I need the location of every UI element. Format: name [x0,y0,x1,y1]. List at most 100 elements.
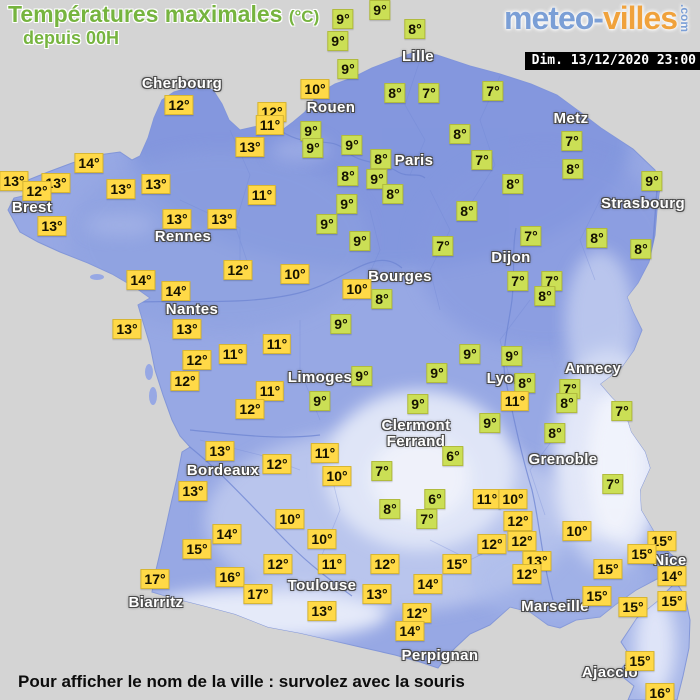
temp-badge[interactable]: 12° [22,181,52,201]
temp-badge[interactable]: 7° [418,83,440,103]
temp-badge[interactable]: 7° [602,474,624,494]
temp-badge[interactable]: 6° [424,489,446,509]
temp-badge[interactable]: 9° [327,31,349,51]
temp-badge[interactable]: 9° [337,59,359,79]
temp-badge[interactable]: 7° [507,271,529,291]
temp-badge[interactable]: 13° [307,601,337,621]
temp-badge[interactable]: 12° [503,511,533,531]
temp-badge[interactable]: 9° [309,391,331,411]
temp-badge[interactable]: 15° [625,651,655,671]
temp-badge[interactable]: 8° [384,83,406,103]
temp-badge[interactable]: 8° [337,166,359,186]
temp-badge[interactable]: 12° [262,454,292,474]
temp-badge[interactable]: 12° [263,554,293,574]
temp-badge[interactable]: 8° [382,184,404,204]
temp-badge[interactable]: 12° [223,260,253,280]
temp-badge[interactable]: 8° [630,239,652,259]
temp-badge[interactable]: 11° [255,115,285,135]
temp-badge[interactable]: 9° [641,171,663,191]
temp-badge[interactable]: 8° [556,393,578,413]
temp-badge[interactable]: 15° [582,586,612,606]
temp-badge[interactable]: 12° [402,603,432,623]
temp-badge[interactable]: 9° [330,314,352,334]
temp-badge[interactable]: 10° [562,521,592,541]
temp-badge[interactable]: 15° [182,539,212,559]
temp-badge[interactable]: 14° [126,270,156,290]
temp-badge[interactable]: 14° [395,621,425,641]
temp-badge[interactable]: 11° [472,489,502,509]
temp-badge[interactable]: 10° [342,279,372,299]
temp-badge[interactable]: 15° [657,591,687,611]
temp-badge[interactable]: 7° [561,131,583,151]
temp-badge[interactable]: 9° [407,394,429,414]
temp-badge[interactable]: 16° [645,683,675,700]
temp-badge[interactable]: 10° [280,264,310,284]
temp-badge[interactable]: 9° [369,0,391,20]
temp-badge[interactable]: 7° [416,509,438,529]
temp-badge[interactable]: 13° [207,209,237,229]
temp-badge[interactable]: 13° [172,319,202,339]
temp-badge[interactable]: 13° [205,441,235,461]
temp-badge[interactable]: 13° [141,174,171,194]
temp-badge[interactable]: 7° [611,401,633,421]
temp-badge[interactable]: 15° [618,597,648,617]
temp-badge[interactable]: 13° [112,319,142,339]
temp-badge[interactable]: 7° [471,150,493,170]
temp-badge[interactable]: 13° [362,584,392,604]
temp-badge[interactable]: 13° [178,481,208,501]
temp-badge[interactable]: 8° [371,289,393,309]
temp-badge[interactable]: 9° [332,9,354,29]
temp-badge[interactable]: 8° [456,201,478,221]
temp-badge[interactable]: 8° [534,286,556,306]
temp-badge[interactable]: 9° [479,413,501,433]
temp-badge[interactable]: 15° [593,559,623,579]
temp-badge[interactable]: 12° [477,534,507,554]
temp-badge[interactable]: 14° [413,574,443,594]
temp-badge[interactable]: 12° [512,564,542,584]
temp-badge[interactable]: 10° [498,489,528,509]
temp-badge[interactable]: 10° [322,466,352,486]
temp-badge[interactable]: 9° [459,344,481,364]
temp-badge[interactable]: 9° [300,121,322,141]
temp-badge[interactable]: 11° [500,391,530,411]
temp-badge[interactable]: 11° [262,334,292,354]
temp-badge[interactable]: 13° [106,179,136,199]
temp-badge[interactable]: 17° [243,584,273,604]
temp-badge[interactable]: 8° [502,174,524,194]
temp-badge[interactable]: 11° [310,443,340,463]
temp-badge[interactable]: 9° [501,346,523,366]
temp-badge[interactable]: 6° [442,446,464,466]
temp-badge[interactable]: 15° [442,554,472,574]
temp-badge[interactable]: 12° [170,371,200,391]
temp-badge[interactable]: 9° [336,194,358,214]
temp-badge[interactable]: 14° [74,153,104,173]
temp-badge[interactable]: 7° [371,461,393,481]
temp-badge[interactable]: 8° [544,423,566,443]
temp-badge[interactable]: 8° [586,228,608,248]
temp-badge[interactable]: 12° [235,399,265,419]
temp-badge[interactable]: 13° [162,209,192,229]
temp-badge[interactable]: 12° [370,554,400,574]
temp-badge[interactable]: 15° [627,544,657,564]
temp-badge[interactable]: 14° [657,566,687,586]
temp-badge[interactable]: 9° [302,138,324,158]
temp-badge[interactable]: 11° [317,554,347,574]
temp-badge[interactable]: 8° [379,499,401,519]
temp-badge[interactable]: 9° [349,231,371,251]
temp-badge[interactable]: 13° [235,137,265,157]
temp-badge[interactable]: 9° [426,363,448,383]
temp-badge[interactable]: 10° [300,79,330,99]
temp-badge[interactable]: 7° [520,226,542,246]
temp-badge[interactable]: 13° [0,171,29,191]
temp-badge[interactable]: 14° [161,281,191,301]
temp-badge[interactable]: 12° [182,350,212,370]
temp-badge[interactable]: 17° [140,569,170,589]
temp-badge[interactable]: 12° [164,95,194,115]
temp-badge[interactable]: 8° [562,159,584,179]
temp-badge[interactable]: 9° [316,214,338,234]
meteo-villes-logo[interactable]: meteo- villes .com [504,0,692,37]
temp-badge[interactable]: 13° [37,216,67,236]
temp-badge[interactable]: 11° [247,185,277,205]
temp-badge[interactable]: 10° [307,529,337,549]
temp-badge[interactable]: 10° [275,509,305,529]
